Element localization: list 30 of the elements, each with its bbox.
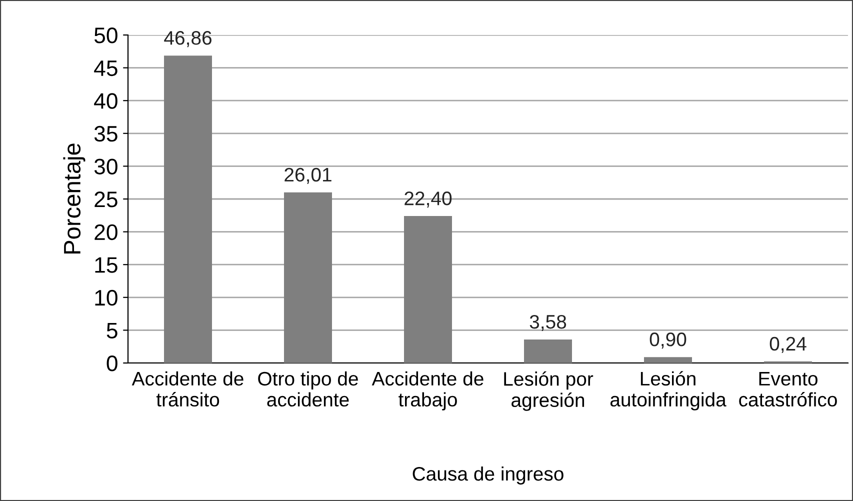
y-axis-title: Porcentaje (63, 144, 86, 254)
x-tick-label: Accidente de tránsito (132, 371, 244, 407)
y-tick-label: 40 (94, 93, 118, 109)
x-tick-label: Lesión autoinfringida (610, 371, 726, 410)
x-tick-label: Accidente de trabajo (372, 371, 484, 410)
y-tick-label: 50 (94, 28, 118, 44)
y-tick-label: 25 (94, 192, 118, 208)
y-tick-label: 20 (94, 224, 118, 240)
bar (404, 216, 452, 363)
bar (524, 340, 572, 363)
y-tick-label: 15 (95, 257, 118, 273)
data-label: 22,40 (404, 192, 452, 208)
data-label: 46,86 (164, 31, 212, 48)
y-tick-label: 45 (94, 60, 118, 76)
y-tick-label: 0 (106, 356, 118, 372)
bar (284, 192, 332, 363)
y-tick-label: 35 (94, 126, 118, 142)
data-label: 0,90 (650, 332, 686, 349)
x-tick-label: Evento catastrófico (739, 372, 837, 407)
data-label: 3,58 (530, 314, 566, 332)
y-tick-label: 10 (95, 290, 118, 306)
data-label: 0,24 (770, 336, 806, 353)
y-tick-label: 5 (106, 322, 118, 338)
x-tick-label: Otro tipo de accidente (258, 371, 358, 407)
bar (164, 56, 212, 363)
y-tick-label: 30 (94, 158, 118, 174)
bar (644, 357, 692, 363)
data-label: 26,01 (284, 168, 332, 184)
x-axis-title: Causa de ingreso (412, 466, 564, 485)
x-tick-label: Lesión por agresión (504, 371, 594, 411)
